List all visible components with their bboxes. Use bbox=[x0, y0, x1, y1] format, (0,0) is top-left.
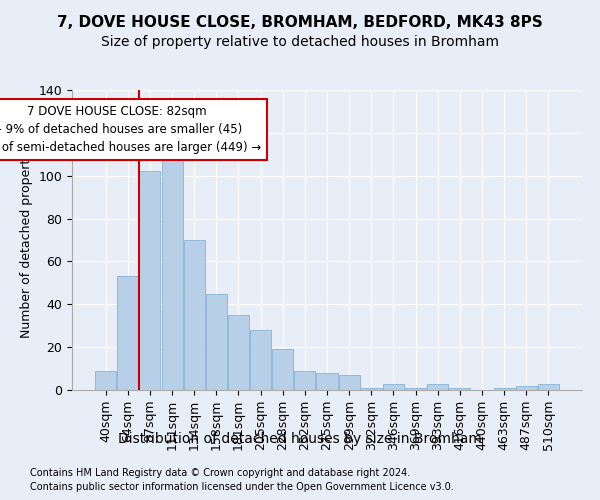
Bar bbox=[95, 370, 116, 390]
Bar bbox=[228, 315, 249, 390]
Bar bbox=[272, 350, 293, 390]
Bar bbox=[139, 172, 160, 390]
Bar bbox=[250, 330, 271, 390]
Bar bbox=[361, 388, 382, 390]
Bar bbox=[316, 373, 338, 390]
Bar bbox=[338, 375, 359, 390]
Bar bbox=[494, 388, 515, 390]
Y-axis label: Number of detached properties: Number of detached properties bbox=[20, 142, 33, 338]
Text: Contains public sector information licensed under the Open Government Licence v3: Contains public sector information licen… bbox=[30, 482, 454, 492]
Bar bbox=[405, 388, 426, 390]
Text: Contains HM Land Registry data © Crown copyright and database right 2024.: Contains HM Land Registry data © Crown c… bbox=[30, 468, 410, 477]
Bar bbox=[206, 294, 227, 390]
Bar bbox=[449, 388, 470, 390]
Text: Size of property relative to detached houses in Bromham: Size of property relative to detached ho… bbox=[101, 35, 499, 49]
Bar bbox=[538, 384, 559, 390]
Bar bbox=[161, 148, 182, 390]
Bar bbox=[295, 370, 316, 390]
Bar bbox=[383, 384, 404, 390]
Bar bbox=[118, 276, 139, 390]
Text: 7 DOVE HOUSE CLOSE: 82sqm
← 9% of detached houses are smaller (45)
91% of semi-d: 7 DOVE HOUSE CLOSE: 82sqm ← 9% of detach… bbox=[0, 105, 262, 154]
Bar bbox=[184, 240, 205, 390]
Bar bbox=[515, 386, 536, 390]
Text: Distribution of detached houses by size in Bromham: Distribution of detached houses by size … bbox=[118, 432, 482, 446]
Text: 7, DOVE HOUSE CLOSE, BROMHAM, BEDFORD, MK43 8PS: 7, DOVE HOUSE CLOSE, BROMHAM, BEDFORD, M… bbox=[57, 15, 543, 30]
Bar bbox=[427, 384, 448, 390]
